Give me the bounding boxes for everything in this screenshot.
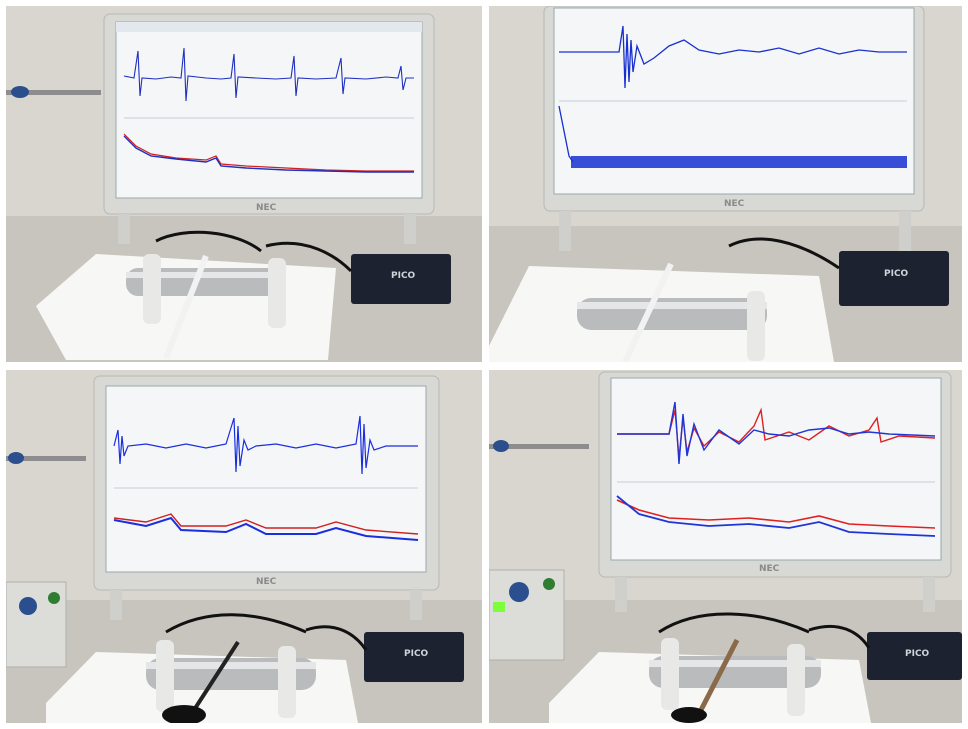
photo-bottom-left: NEC PICO bbox=[6, 370, 482, 723]
svg-text:NEC: NEC bbox=[256, 577, 277, 587]
time-waveform bbox=[123, 47, 414, 102]
monitor-brand: NEC bbox=[256, 203, 277, 213]
spectrum-blue bbox=[616, 495, 936, 537]
spectrum-red bbox=[113, 513, 419, 535]
svg-text:PICO: PICO bbox=[884, 269, 909, 279]
time-waveform bbox=[113, 415, 418, 475]
svg-text:PICO: PICO bbox=[404, 649, 429, 659]
time-waveform bbox=[559, 25, 907, 89]
svg-text:NEC: NEC bbox=[724, 199, 745, 209]
photo-bottom-right: NEC PICO bbox=[489, 370, 962, 723]
steel-pipe bbox=[577, 298, 767, 330]
oscilloscope-box: PICO bbox=[364, 632, 464, 682]
oscilloscope-box: PICO bbox=[867, 632, 962, 680]
oscilloscope-box: PICO bbox=[839, 251, 949, 306]
spectrum-band bbox=[571, 156, 907, 168]
oscilloscope-box: PICO bbox=[351, 254, 451, 304]
monitor: NEC bbox=[543, 6, 925, 212]
svg-text:NEC: NEC bbox=[759, 564, 780, 574]
steel-pipe bbox=[649, 656, 821, 688]
steel-pipe bbox=[146, 658, 316, 690]
time-waveform-blue bbox=[617, 401, 936, 465]
monitor: NEC bbox=[93, 375, 440, 591]
photo-top-left: NEC PICO bbox=[6, 6, 482, 362]
spectrum-red bbox=[616, 499, 936, 529]
svg-text:PICO: PICO bbox=[391, 271, 416, 281]
monitor-screen bbox=[610, 377, 942, 561]
spectrum-red bbox=[123, 133, 414, 172]
steel-pipe bbox=[126, 268, 286, 296]
svg-text:PICO: PICO bbox=[905, 649, 930, 659]
monitor-screen bbox=[105, 385, 427, 573]
photo-top-right: NEC PICO bbox=[489, 6, 962, 362]
spectrum-blue bbox=[113, 516, 419, 541]
monitor: NEC bbox=[103, 13, 435, 215]
spectrum-blue bbox=[123, 135, 414, 173]
monitor: NEC bbox=[598, 371, 952, 578]
